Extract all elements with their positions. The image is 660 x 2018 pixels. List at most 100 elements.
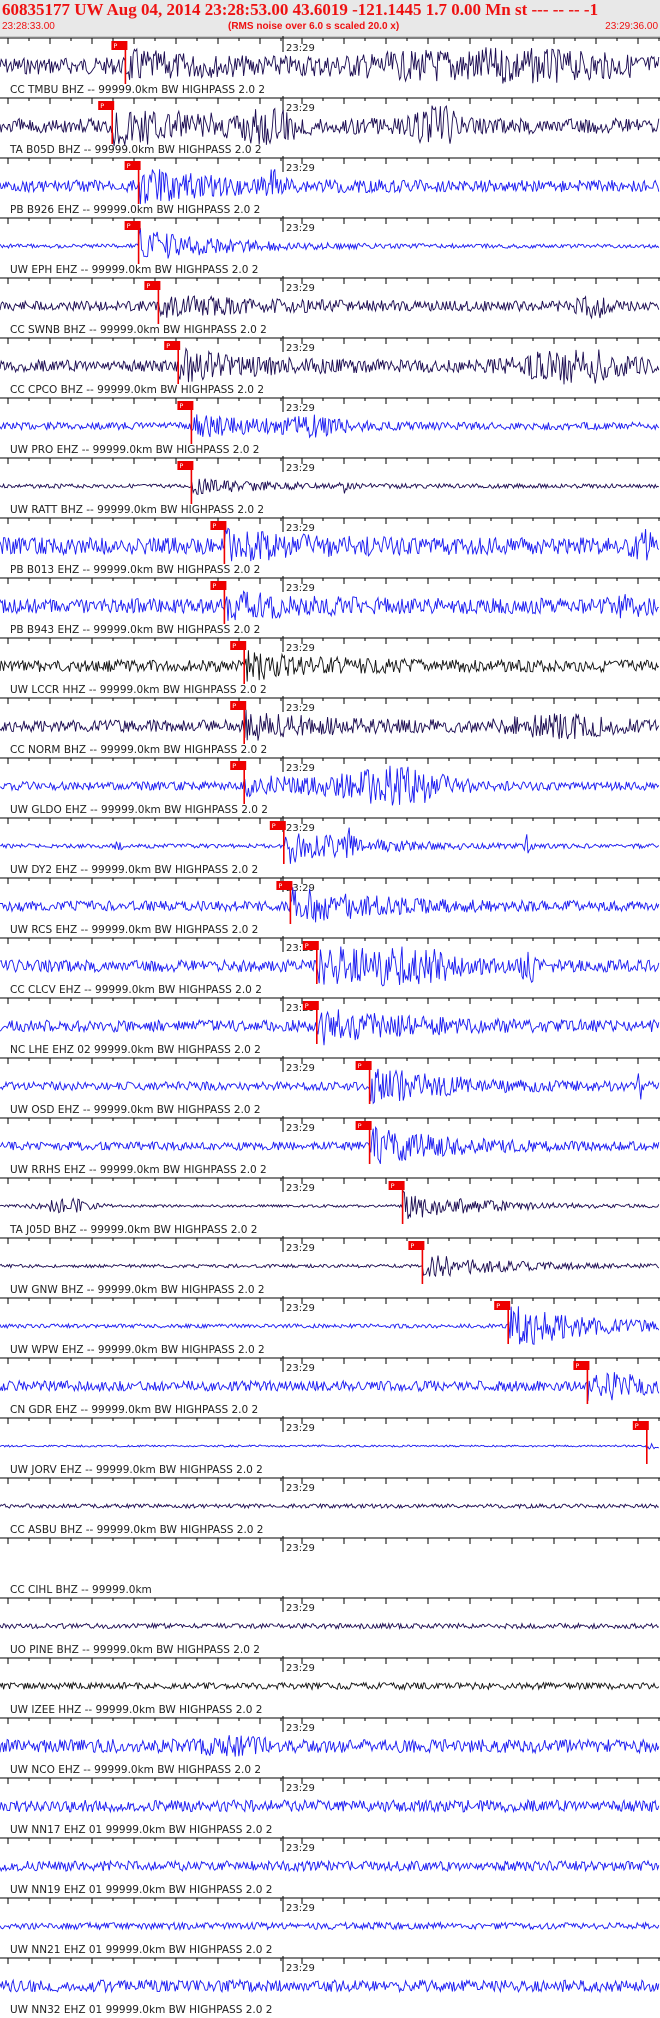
waveform [0,1068,660,1105]
minute-label: 23:29 [286,943,315,954]
trace-row: 23:29 UW IZEE HHZ -- 99999.0km BW HIGHPAS… [0,1656,660,1716]
station-label: UW EPH EHZ -- 99999.0km BW HIGHPASS 2.0 … [10,264,258,276]
pick-label: P [127,162,131,170]
minute-label: 23:29 [286,703,315,714]
station-label: TA B05D BHZ -- 99999.0km BW HIGHPASS 2.0… [9,144,262,156]
station-label: UW NN21 EHZ 01 99999.0km BW HIGHPASS 2.0… [10,1944,272,1956]
minute-label: 23:29 [286,643,315,654]
trace-row: 23:29 UW NN17 EHZ 01 99999.0km BW HIGHPAS… [0,1776,660,1836]
pick-label: P [496,1302,500,1310]
trace-row: 23:29 P CC SWNB BHZ -- 99999.0km BW HIGHPA… [0,276,660,336]
waveform [0,1255,660,1278]
minute-label: 23:29 [286,1663,315,1674]
station-label: CN GDR EHZ -- 99999.0km BW HIGHPASS 2.0 … [10,1404,258,1416]
trace-row: 23:29 UW NN19 EHZ 01 99999.0km BW HIGHPAS… [0,1836,660,1896]
minute-label: 23:29 [286,1363,315,1374]
minute-label: 23:29 [286,43,315,54]
trace-row: 23:29 P UW RCS EHZ -- 99999.0km BW HIGHPAS… [0,876,660,936]
station-label: UW NCO EHZ -- 99999.0km BW HIGHPASS 2.0 … [10,1764,261,1776]
pick-label: P [100,102,104,110]
minute-label: 23:29 [286,823,315,834]
pick-flag [269,821,286,830]
pick-flag [177,401,194,410]
pick-label: P [305,1002,309,1010]
waveform [0,1798,660,1814]
pick-label: P [358,1062,362,1070]
minute-label: 23:29 [286,463,315,474]
trace-row: 23:29 P CN GDR EHZ -- 99999.0km BW HIGHPAS… [0,1356,660,1416]
station-label: UO PINE BHZ -- 99999.0km BW HIGHPASS 2.0… [10,1644,260,1656]
station-label: CC TMBU BHZ -- 99999.0km BW HIGHPASS 2.0… [10,84,265,96]
minute-label: 23:29 [286,883,315,894]
trace-row: 23:29 P TA J05D BHZ -- 99999.0km BW HIGHPA… [0,1176,660,1236]
minute-label: 23:29 [286,343,315,354]
minute-label: 23:29 [286,763,315,774]
pick-flag [408,1241,425,1250]
pick-flag [302,941,319,950]
station-label: UW GNW BHZ -- 99999.0km BW HIGHPASS 2.0 … [10,1284,265,1296]
pick-flag [355,1121,372,1130]
station-label: PB B943 EHZ -- 99999.0km BW HIGHPASS 2.0… [10,624,260,636]
trace-row: 23:29 P CC CPCO BHZ -- 99999.0km BW HIGHPA… [0,336,660,396]
trace-row: 23:29 P CC TMBU BHZ -- 99999.0km BW HIGHPA… [0,36,660,96]
pick-label: P [305,942,309,950]
pick-flag [210,581,227,590]
waveform [0,169,660,205]
minute-label: 23:29 [286,1483,315,1494]
minute-label: 23:29 [286,1243,315,1254]
pick-flag [302,1001,319,1010]
minute-label: 23:29 [286,1603,315,1614]
trace-row: 23:29 CC ASBU BHZ -- 99999.0km BW HIGHPAS… [0,1476,660,1536]
trace-row: 23:29 P UW LCCR HHZ -- 99999.0km BW HIGHPA… [0,636,660,696]
pick-flag [144,281,161,290]
pick-label: P [635,1422,639,1430]
station-label: UW IZEE HHZ -- 99999.0km BW HIGHPASS 2.0… [10,1704,262,1716]
station-label: CC SWNB BHZ -- 99999.0km BW HIGHPASS 2.0… [10,324,267,336]
station-label: UW WPW EHZ -- 99999.0km BW HIGHPASS 2.0 … [10,1344,265,1356]
trace-row: 23:29 P PB B926 EHZ -- 99999.0km BW HIGHPA… [0,156,660,216]
trace-row: 23:29 P UW DY2 EHZ -- 99999.0km BW HIGHPAS… [0,816,660,876]
station-label: UW JORV EHZ -- 99999.0km BW HIGHPASS 2.0… [10,1464,263,1476]
pick-label: P [575,1362,579,1370]
minute-label: 23:29 [286,583,315,594]
trace-row: 23:29 P PB B013 EHZ -- 99999.0km BW HIGHPA… [0,516,660,576]
minute-label: 23:29 [286,523,315,534]
trace-row: 23:29 P CC NORM BHZ -- 99999.0km BW HIGHPA… [0,696,660,756]
waveform [0,709,660,741]
station-label: UW OSD EHZ -- 99999.0km BW HIGHPASS 2.0 … [10,1104,261,1116]
pick-flag [388,1181,405,1190]
pick-label: P [410,1242,414,1250]
waveform [0,1502,659,1510]
waveform [0,414,660,439]
pick-label: P [232,762,236,770]
trace-row: 23:29 UO PINE BHZ -- 99999.0km BW HIGHPAS… [0,1596,660,1656]
minute-label: 23:29 [286,1063,315,1074]
minute-label: 23:29 [286,403,315,414]
waveform [0,1190,660,1220]
pick-flag [230,701,247,710]
pick-flag [164,341,181,350]
trace-row: 23:29 CC CIHL BHZ -- 99999.0km [0,1536,660,1596]
waveform [0,1125,660,1165]
pick-label: P [212,522,216,530]
plot-header: 60835177 UW Aug 04, 2014 23:28:53.00 43.… [0,0,660,37]
station-label: UW NN17 EHZ 01 99999.0km BW HIGHPASS 2.0… [10,1824,272,1836]
pick-flag [573,1361,590,1370]
minute-label: 23:29 [286,1003,315,1014]
waveform [0,47,660,84]
pick-label: P [232,702,236,710]
trace-row: 23:29 P UW RATT BHZ -- 99999.0km BW HIGHPA… [0,456,660,516]
trace-row: 23:29 P UW GNW BHZ -- 99999.0km BW HIGHPAS… [0,1236,660,1296]
pick-flag [111,41,128,50]
pick-label: P [358,1122,362,1130]
pick-flag [98,101,115,110]
pick-label: P [278,882,282,890]
waveform [0,347,660,385]
station-label: UW NN32 EHZ 01 99999.0km BW HIGHPASS 2.0… [10,2004,272,2016]
pick-flag [494,1301,511,1310]
pick-flag [177,461,194,470]
waveform [0,827,660,864]
waveform [0,478,659,496]
start-time: 23:28:33.00 [2,21,55,32]
